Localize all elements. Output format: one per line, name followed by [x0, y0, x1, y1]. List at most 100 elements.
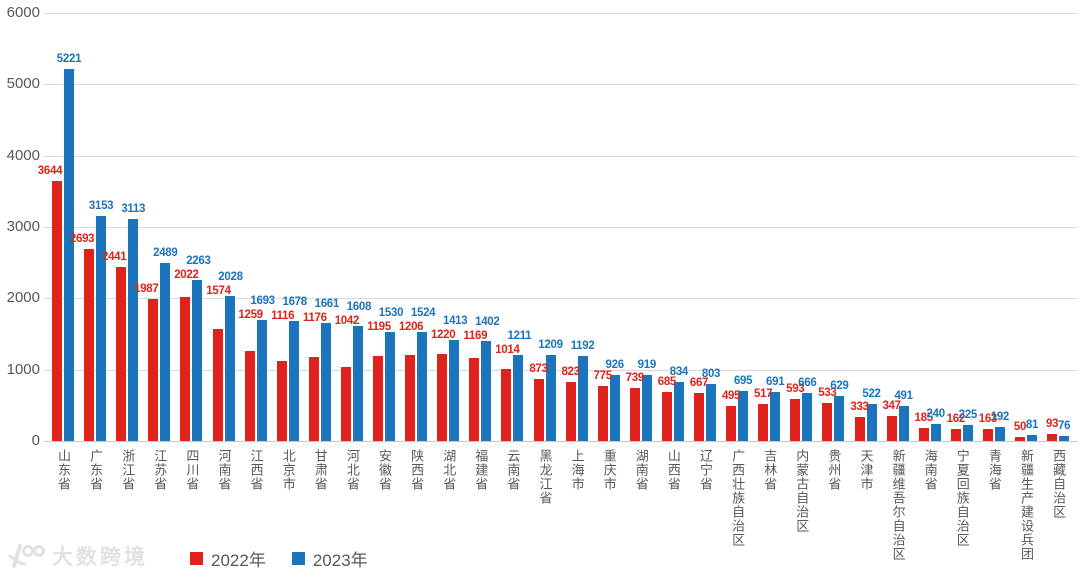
value-label-2022: 1042	[334, 315, 360, 328]
value-label-2022: 517	[754, 388, 773, 401]
value-label-2022: 162	[946, 413, 966, 426]
y-axis-tick-2000: 2000	[6, 289, 40, 307]
value-label-2022: 347	[882, 400, 901, 413]
value-label-2022: 1259	[238, 309, 263, 322]
watermark-logo-icon	[8, 544, 45, 568]
legend-label-2023: 2023年	[312, 551, 368, 570]
value-label-2023: 1678	[282, 296, 307, 309]
bar-2022	[340, 366, 351, 441]
bar-2023	[962, 424, 973, 441]
value-label-2023: 2028	[218, 271, 243, 284]
bar-2023	[256, 320, 267, 441]
legend-swatch-2023-icon	[291, 552, 305, 565]
value-label-2023: 491	[894, 389, 913, 402]
value-label-2022: 667	[689, 377, 709, 390]
x-axis-label: 甘肃省	[312, 449, 328, 491]
x-axis-label: 内蒙古自治区	[794, 449, 810, 533]
gridline-6000	[44, 13, 1078, 14]
x-axis-label: 云南省	[505, 449, 521, 491]
value-label-2022: 739	[625, 372, 645, 385]
bar-2023	[224, 296, 235, 441]
bar-2023	[160, 263, 171, 441]
value-label-2023: 5221	[56, 52, 82, 65]
bar-2022	[244, 351, 255, 441]
value-label-2023: 2489	[153, 247, 178, 260]
value-label-2022: 2441	[101, 250, 127, 263]
value-label-2022: 1169	[463, 329, 488, 342]
bar-2022	[212, 328, 223, 441]
bar-2023	[449, 340, 460, 441]
x-axis-label: 福建省	[473, 449, 489, 491]
x-axis-label: 天津市	[858, 449, 874, 491]
x-axis-label: 浙江省	[120, 449, 136, 491]
value-label-2023: 1524	[410, 307, 436, 320]
y-axis-tick-3000: 3000	[6, 218, 40, 235]
bar-2022	[758, 404, 769, 441]
legend-item-2022: 2022年	[190, 546, 266, 571]
bar-2022	[469, 357, 480, 441]
value-label-2023: 803	[701, 367, 721, 380]
bar-2022	[950, 429, 961, 441]
bar-2022	[84, 248, 95, 441]
bar-2022	[629, 388, 640, 441]
y-axis-tick-4000: 4000	[6, 146, 40, 164]
bar-2022	[597, 385, 608, 441]
value-label-2023: 695	[733, 375, 753, 388]
x-axis-label: 新疆生产建设兵团	[1019, 449, 1034, 561]
bar-2023	[96, 216, 107, 441]
legend-swatch-2022-icon	[190, 552, 203, 565]
bar-2022	[726, 405, 737, 441]
bar-2022	[405, 354, 416, 441]
bar-2022	[1015, 437, 1025, 441]
value-label-2023: 1402	[475, 315, 500, 328]
value-label-2023: 76	[1057, 419, 1071, 432]
value-label-2022: 2693	[69, 232, 95, 245]
value-label-2023: 1661	[314, 297, 340, 310]
watermark-text: 大数跨境	[52, 546, 148, 569]
bar-2022	[918, 427, 929, 441]
x-axis-label: 四川省	[184, 449, 200, 491]
value-label-2023: 629	[830, 380, 849, 393]
x-axis-label: 宁夏回族自治区	[954, 449, 970, 547]
watermark: 大数跨境	[6, 541, 148, 571]
value-label-2023: 1413	[442, 315, 468, 328]
legend-item-2023: 2023年	[291, 546, 368, 571]
value-label-2022: 1206	[398, 321, 424, 334]
value-label-2023: 1192	[570, 339, 595, 352]
bar-2023	[609, 374, 620, 441]
value-label-2022: 1195	[367, 320, 391, 333]
bar-2023	[352, 326, 363, 441]
value-label-2023: 81	[1025, 419, 1039, 432]
gridline-4000	[44, 155, 1078, 157]
bar-2023	[64, 68, 74, 441]
chart-legend: 2022年 2023年	[190, 546, 368, 571]
bar-2022	[822, 402, 833, 441]
value-label-2022: 823	[561, 366, 580, 379]
bar-2023	[481, 340, 492, 441]
value-label-2022: 93	[1045, 418, 1059, 431]
bar-2023	[1027, 435, 1037, 441]
x-axis-label: 安徽省	[377, 449, 392, 491]
value-label-2023: 225	[958, 408, 978, 421]
x-axis-label: 北京市	[280, 449, 296, 491]
bar-2022	[148, 299, 159, 441]
gridline-0	[44, 441, 1078, 442]
value-label-2022: 50	[1013, 421, 1027, 434]
x-axis-label: 辽宁省	[698, 449, 713, 491]
x-axis-label: 广西壮族自治区	[730, 449, 746, 547]
value-label-2023: 691	[766, 375, 785, 388]
x-axis-label: 广东省	[88, 449, 104, 491]
x-axis-label: 河北省	[344, 449, 360, 491]
value-label-2022: 1014	[495, 343, 520, 356]
bar-2023	[930, 423, 941, 441]
value-label-2023: 834	[669, 365, 689, 378]
bar-2023	[738, 391, 749, 441]
value-label-2022: 2022	[174, 268, 199, 281]
bar-2022	[982, 429, 993, 441]
x-axis-label: 山西省	[665, 449, 681, 491]
value-label-2022: 873	[529, 362, 548, 375]
value-label-2023: 666	[798, 377, 817, 390]
x-axis-label: 湖北省	[441, 449, 457, 491]
value-label-2023: 1693	[250, 295, 275, 308]
